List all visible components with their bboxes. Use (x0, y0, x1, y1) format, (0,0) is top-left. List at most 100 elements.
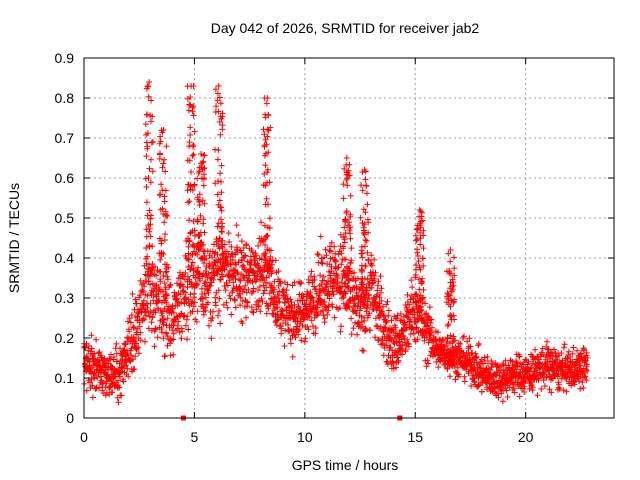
data-point (156, 155, 163, 162)
data-point (129, 291, 136, 297)
data-point (579, 369, 586, 376)
data-point (365, 229, 372, 236)
data-point (198, 151, 204, 157)
data-point (157, 256, 164, 263)
data-point (581, 346, 587, 353)
data-point (116, 370, 123, 377)
data-point (577, 362, 584, 369)
data-point (443, 299, 450, 306)
data-point (184, 313, 191, 320)
data-point (348, 245, 355, 252)
data-point (191, 299, 198, 306)
data-point (217, 131, 224, 138)
tick-labels: 0 0.1 0.2 0.3 0.4 0.5 0.6 0.7 0.8 0.9 0 5 10 15 20 (55, 50, 534, 445)
data-point (259, 298, 266, 305)
data-point (289, 305, 296, 311)
x-tick-label: 20 (518, 429, 534, 445)
data-point (262, 201, 269, 208)
data-point (161, 280, 168, 287)
data-point (264, 166, 271, 173)
data-point (475, 340, 482, 347)
data-point (451, 265, 458, 272)
data-point (370, 306, 377, 313)
data-point (351, 269, 357, 276)
data-point (216, 94, 223, 101)
data-point (157, 133, 164, 140)
data-point (314, 304, 321, 311)
data-point (201, 200, 208, 207)
data-point (229, 288, 236, 294)
data-point (407, 331, 414, 338)
data-point (354, 331, 361, 338)
data-point (461, 378, 468, 385)
data-point (347, 192, 354, 199)
data-point (358, 262, 365, 269)
data-point (362, 168, 369, 175)
data-point (144, 304, 151, 311)
data-point (217, 320, 224, 327)
data-point (526, 385, 533, 392)
data-point (337, 231, 344, 238)
data-point (157, 150, 163, 157)
data-point (201, 247, 208, 254)
data-point (448, 288, 455, 295)
data-point (346, 265, 353, 272)
data-point (378, 285, 385, 292)
data-point (205, 290, 212, 296)
data-point (322, 246, 329, 253)
data-point (206, 322, 212, 329)
data-point (417, 208, 424, 215)
data-point (199, 175, 205, 182)
data-point (303, 307, 310, 314)
data-point (215, 90, 221, 97)
data-point (308, 293, 315, 300)
data-point (569, 350, 576, 357)
data-point (157, 206, 164, 213)
data-point (335, 264, 342, 271)
data-point (275, 268, 282, 275)
data-point (215, 287, 222, 294)
data-point (378, 297, 385, 304)
data-point (284, 315, 291, 322)
data-point (450, 338, 456, 345)
data-point (296, 326, 303, 333)
data-point (232, 304, 239, 311)
data-point (393, 339, 400, 346)
data-point (291, 279, 298, 286)
data-point (261, 252, 268, 259)
data-point (164, 315, 171, 322)
data-point (424, 357, 431, 364)
data-point (377, 273, 384, 280)
data-point (190, 142, 197, 149)
data-point (416, 207, 423, 213)
data-point (224, 282, 231, 289)
data-point (116, 373, 123, 380)
data-point (419, 275, 426, 282)
data-point (137, 292, 143, 299)
data-point (407, 296, 414, 303)
data-point (263, 195, 270, 202)
data-point (143, 312, 149, 319)
data-point (182, 289, 189, 296)
data-point (143, 245, 150, 251)
data-point (249, 308, 256, 315)
data-point (561, 341, 568, 348)
data-point (560, 387, 567, 394)
data-point (420, 294, 426, 301)
data-point (370, 279, 377, 286)
data-point (147, 300, 154, 307)
data-point (412, 298, 419, 305)
data-point (360, 224, 367, 231)
data-point (182, 269, 189, 276)
data-point (126, 328, 133, 335)
data-point (89, 394, 96, 401)
data-point (450, 346, 457, 353)
data-point (372, 334, 379, 341)
data-point (237, 294, 244, 301)
data-point (261, 222, 268, 229)
data-point (341, 224, 348, 231)
data-point (447, 292, 454, 299)
data-point (170, 351, 177, 358)
data-point (199, 197, 206, 204)
data-point (328, 239, 335, 246)
